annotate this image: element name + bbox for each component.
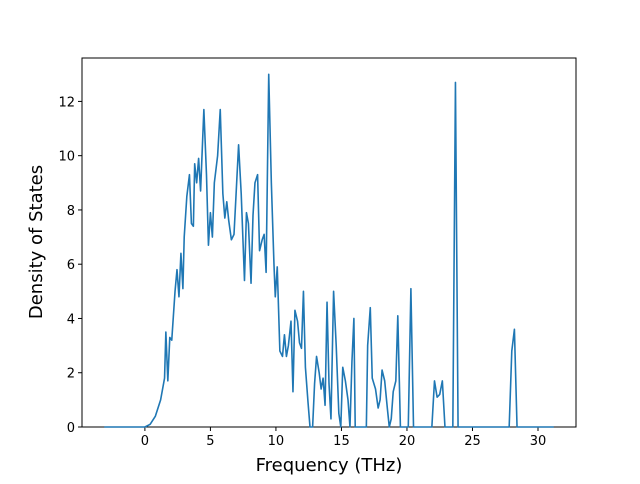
y-tick-label: 0 xyxy=(67,421,75,436)
x-tick-label: 20 xyxy=(399,434,416,449)
y-axis-label: Density of States xyxy=(26,165,47,319)
y-tick-label: 12 xyxy=(58,95,75,110)
axes-frame xyxy=(81,57,577,428)
x-tick-label: 25 xyxy=(464,434,481,449)
x-tick-label: 30 xyxy=(530,434,547,449)
x-tick-label: 5 xyxy=(206,434,214,449)
line xyxy=(104,73,554,428)
x-tick-label: 10 xyxy=(268,434,285,449)
x-tick-label: 0 xyxy=(141,434,149,449)
y-tick-label: 10 xyxy=(58,150,75,165)
y-tick-label: 6 xyxy=(67,258,75,273)
x-tick-label: 15 xyxy=(333,434,350,449)
x-axis-label: Frequency (THz) xyxy=(256,455,403,476)
y-tick-label: 8 xyxy=(67,204,75,219)
y-tick-label: 2 xyxy=(67,367,75,382)
y-tick-label: 4 xyxy=(67,312,75,327)
